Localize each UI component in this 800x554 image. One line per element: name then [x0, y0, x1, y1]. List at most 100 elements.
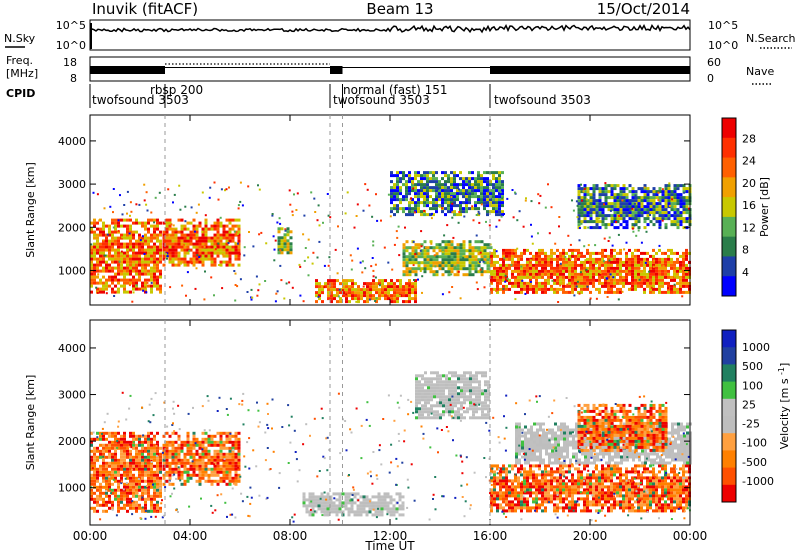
heatmap-cell — [390, 279, 393, 283]
heatmap-cell — [625, 211, 629, 215]
heatmap-speck — [514, 298, 517, 301]
heatmap-cell — [329, 498, 333, 502]
heatmap-cell — [667, 254, 670, 258]
heatmap-cell — [462, 189, 465, 193]
heatmap-cell — [538, 269, 541, 273]
heatmap-cell — [472, 413, 475, 417]
heatmap-cell — [424, 401, 427, 405]
heatmap-cell — [114, 452, 117, 456]
heatmap-cell — [401, 513, 405, 517]
heatmap-cell — [495, 186, 498, 190]
heatmap-cell — [114, 431, 117, 435]
heatmap-cell — [302, 495, 306, 499]
heatmap-cell — [535, 287, 538, 291]
heatmap-cell — [490, 278, 493, 282]
heatmap-cell — [225, 245, 229, 249]
heatmap-cell — [393, 174, 396, 178]
heatmap-cell — [386, 492, 390, 496]
heatmap-cell — [123, 290, 126, 294]
heatmap-cell — [471, 273, 475, 277]
heatmap-cell — [562, 251, 565, 255]
heatmap-cell — [105, 464, 108, 468]
heatmap-cell — [454, 386, 457, 390]
heatmap-speck — [458, 188, 460, 191]
heatmap-cell — [541, 272, 544, 276]
heatmap-cell — [225, 239, 229, 243]
heatmap-cell — [108, 494, 111, 498]
heatmap-cell — [508, 464, 511, 468]
heatmap-cell — [204, 248, 208, 252]
heatmap-speck — [166, 252, 169, 255]
heatmap-cell — [141, 269, 144, 273]
heatmap-cell — [207, 473, 211, 477]
heatmap-speck — [184, 220, 187, 223]
heatmap-cell — [472, 377, 475, 381]
heatmap-cell — [234, 479, 238, 483]
heatmap-cell — [105, 248, 108, 252]
heatmap-cell — [583, 193, 587, 197]
heatmap-cell — [463, 395, 466, 399]
heatmap-cell — [135, 503, 138, 507]
heatmap-speck — [121, 213, 124, 216]
heatmap-cell — [186, 470, 190, 474]
heatmap-cell — [586, 187, 590, 191]
heatmap-cell — [186, 449, 190, 453]
heatmap-cell — [351, 297, 354, 301]
heatmap-cell — [655, 205, 659, 209]
heatmap-cell — [210, 434, 214, 438]
heatmap-cell — [150, 236, 153, 240]
heatmap-cell — [652, 275, 655, 279]
heatmap-cell — [280, 245, 284, 249]
heatmap-cell — [595, 205, 599, 209]
heatmap-cell — [330, 297, 333, 301]
heatmap-speck — [504, 280, 507, 283]
heatmap-cell — [111, 473, 114, 477]
heatmap-cell — [583, 199, 587, 203]
heatmap-cell — [198, 446, 202, 450]
heatmap-cell — [520, 488, 523, 492]
heatmap-cell — [138, 506, 141, 510]
heatmap-cell — [604, 269, 607, 273]
heatmap-cell — [496, 506, 499, 510]
heatmap-cell — [541, 257, 544, 261]
heatmap-cell — [311, 510, 315, 514]
heatmap-cell — [225, 431, 229, 435]
heatmap-cell — [234, 434, 238, 438]
heatmap-cell — [426, 186, 429, 190]
heatmap-cell — [421, 392, 424, 396]
heatmap-cell — [201, 251, 205, 255]
heatmap-speck — [374, 263, 377, 266]
heatmap-cell — [414, 255, 418, 259]
heatmap-cell — [159, 455, 162, 459]
heatmap-cell — [365, 504, 369, 508]
heatmap-cell — [523, 272, 526, 276]
heatmap-cell — [427, 401, 430, 405]
heatmap-cell — [640, 196, 644, 200]
heatmap-speck — [280, 279, 283, 282]
heatmap-cell — [168, 245, 172, 249]
heatmap-cell — [574, 281, 577, 285]
heatmap-speck — [618, 215, 621, 217]
heatmap-cell — [670, 193, 674, 197]
heatmap-cell — [465, 180, 468, 184]
heatmap-cell — [498, 198, 501, 202]
heatmap-speck — [118, 260, 121, 263]
heatmap-cell — [186, 242, 190, 246]
heatmap-cell — [652, 257, 655, 261]
heatmap-cell — [189, 449, 193, 453]
heatmap-speck — [589, 297, 592, 300]
heatmap-cell — [679, 223, 683, 227]
heatmap-cell — [433, 371, 436, 375]
heatmap-cell — [535, 257, 538, 261]
heatmap-cell — [631, 281, 634, 285]
heatmap-cell — [435, 198, 438, 202]
heatmap-cell — [435, 207, 438, 211]
heatmap-cell — [451, 407, 454, 411]
heatmap-speck — [412, 264, 415, 267]
heatmap-cell — [350, 498, 354, 502]
heatmap-cell — [156, 476, 159, 480]
heatmap-cell — [192, 260, 196, 264]
heatmap-cell — [99, 227, 102, 231]
heatmap-cell — [520, 464, 523, 468]
heatmap-cell — [598, 251, 601, 255]
